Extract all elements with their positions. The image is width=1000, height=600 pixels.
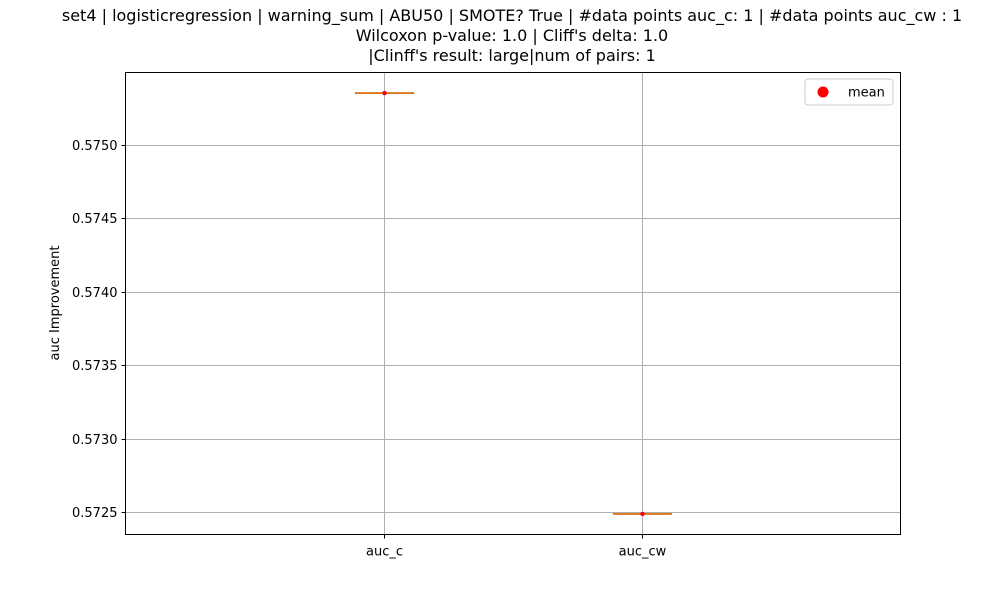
chart-title-line-2: Wilcoxon p-value: 1.0 | Cliff's delta: 1… [355, 26, 669, 45]
legend-box [804, 78, 894, 106]
y-tick-label: 0.5750 [72, 139, 118, 154]
chart-title: set4 | logisticregression | warning_sum … [0, 6, 1000, 66]
mark-layer [355, 90, 672, 517]
legend-mean-label: mean [848, 86, 885, 101]
legend: mean [804, 78, 894, 106]
chart-title-line-1: set4 | logisticregression | warning_sum … [61, 6, 963, 25]
y-tick-label: 0.5745 [72, 212, 118, 227]
x-tick-label: auc_c [366, 545, 403, 560]
y-tick-label: 0.5735 [72, 359, 118, 374]
legend-mean-marker [817, 86, 829, 98]
y-axis-label: auc Improvement [48, 246, 63, 361]
grid-layer [125, 72, 901, 535]
mean-marker [640, 511, 645, 517]
mean-marker [382, 90, 387, 96]
x-tick-label: auc_cw [619, 545, 667, 560]
plot-frame [125, 72, 901, 535]
y-tick-label: 0.5740 [72, 286, 118, 301]
y-tick-label: 0.5730 [72, 433, 118, 448]
y-tick-label: 0.5725 [72, 506, 118, 521]
tick-layer: 0.5725 0.5730 0.5735 0.5740 0.5745 0.5750 auc_… [72, 139, 667, 560]
chart-title-line-3: |Clinff's result: large|num of pairs: 1 [368, 46, 656, 65]
